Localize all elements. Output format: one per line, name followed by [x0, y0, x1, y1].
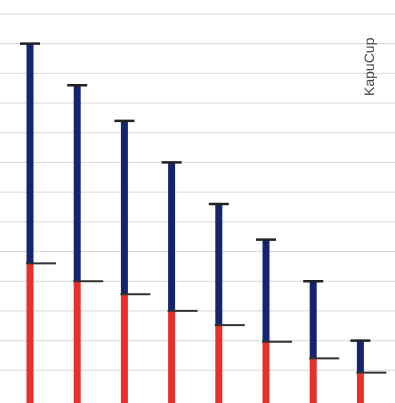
- watermark-text: KapuCup: [361, 37, 377, 96]
